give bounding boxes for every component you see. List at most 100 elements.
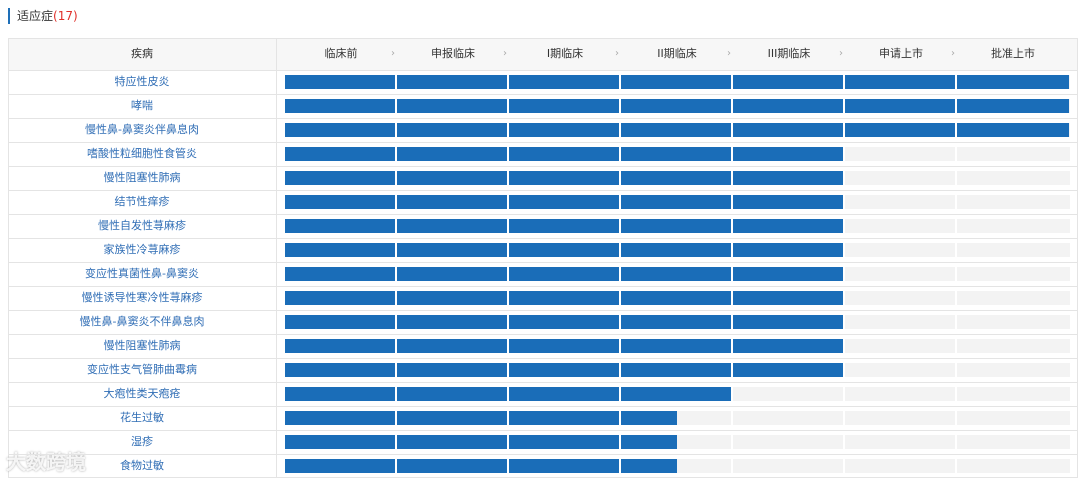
segment-gap — [731, 123, 733, 137]
disease-name: 哮喘 — [131, 99, 153, 112]
segment-gap — [395, 435, 397, 449]
stage-arrow: › — [839, 48, 843, 59]
segment-gap — [955, 99, 957, 113]
row-border — [8, 262, 1078, 263]
segment-gap — [619, 459, 621, 473]
segment-gap — [395, 75, 397, 89]
row-border — [8, 382, 1078, 383]
disease-name: 慢性阻塞性肺病 — [103, 339, 181, 352]
segment-gap — [395, 459, 397, 473]
segment-gap — [731, 339, 733, 353]
segment-gap — [507, 387, 509, 401]
segment-gap — [395, 123, 397, 137]
progress-bar — [285, 435, 677, 449]
segment-gap — [843, 435, 845, 449]
segment-gap — [507, 171, 509, 185]
row-border — [8, 310, 1078, 311]
segment-gap — [955, 75, 957, 89]
segment-gap — [955, 459, 957, 473]
segment-gap — [507, 147, 509, 161]
segment-gap — [619, 411, 621, 425]
segment-gap — [507, 315, 509, 329]
segment-gap — [395, 291, 397, 305]
segment-gap — [619, 195, 621, 209]
segment-gap — [955, 315, 957, 329]
disease-name: 慢性阻塞性肺病 — [103, 171, 181, 184]
stage-header: 申请上市 — [879, 47, 923, 60]
segment-gap — [619, 147, 621, 161]
row-border — [8, 430, 1078, 431]
disease-name: 慢性鼻-鼻窦炎伴鼻息肉 — [85, 123, 199, 136]
segment-gap — [731, 291, 733, 305]
segment-gap — [507, 195, 509, 209]
segment-gap — [955, 147, 957, 161]
segment-gap — [731, 411, 733, 425]
row-border — [8, 406, 1078, 407]
progress-bar — [285, 219, 845, 233]
segment-gap — [955, 267, 957, 281]
segment-gap — [843, 75, 845, 89]
segment-gap — [507, 459, 509, 473]
segment-gap — [843, 267, 845, 281]
progress-bar — [285, 459, 677, 473]
segment-gap — [507, 99, 509, 113]
segment-gap — [507, 339, 509, 353]
segment-gap — [619, 243, 621, 257]
segment-gap — [731, 267, 733, 281]
segment-gap — [955, 435, 957, 449]
row-border — [8, 118, 1078, 119]
segment-gap — [619, 123, 621, 137]
disease-name: 慢性鼻-鼻窦炎不伴鼻息肉 — [79, 315, 205, 328]
segment-gap — [731, 195, 733, 209]
stage-header: 批准上市 — [991, 47, 1035, 60]
row-border — [8, 70, 1078, 71]
disease-name: 特应性皮炎 — [114, 75, 170, 88]
segment-gap — [843, 123, 845, 137]
segment-gap — [395, 171, 397, 185]
stage-arrow: › — [503, 48, 507, 59]
segment-gap — [955, 219, 957, 233]
segment-gap — [619, 291, 621, 305]
segment-gap — [955, 195, 957, 209]
segment-gap — [395, 387, 397, 401]
disease-name: 变应性真菌性鼻-鼻窦炎 — [85, 267, 199, 280]
row-border — [8, 214, 1078, 215]
progress-bar — [285, 147, 845, 161]
indication-table — [8, 38, 1078, 478]
progress-bar — [285, 267, 845, 281]
row-border — [8, 358, 1078, 359]
segment-gap — [843, 147, 845, 161]
segment-gap — [619, 171, 621, 185]
segment-gap — [843, 339, 845, 353]
segment-gap — [843, 459, 845, 473]
segment-gap — [843, 171, 845, 185]
segment-gap — [955, 387, 957, 401]
segment-gap — [955, 243, 957, 257]
row-border — [8, 454, 1078, 455]
segment-gap — [843, 99, 845, 113]
row-border — [8, 166, 1078, 167]
progress-bar — [285, 291, 845, 305]
disease-name: 结节性痒疹 — [114, 195, 170, 208]
segment-gap — [395, 411, 397, 425]
row-border — [8, 334, 1078, 335]
progress-bar — [285, 243, 845, 257]
disease-name: 食物过敏 — [120, 459, 164, 472]
segment-gap — [395, 99, 397, 113]
segment-gap — [731, 387, 733, 401]
disease-name: 变应性支气管肺曲霉病 — [87, 363, 197, 376]
disease-name: 湿疹 — [131, 435, 153, 448]
progress-bar — [285, 99, 1069, 113]
progress-bar — [285, 315, 845, 329]
segment-gap — [843, 411, 845, 425]
segment-gap — [955, 291, 957, 305]
segment-gap — [619, 339, 621, 353]
stage-header: 申报临床 — [431, 47, 475, 60]
segment-gap — [843, 195, 845, 209]
title-count: (17) — [53, 9, 78, 23]
segment-gap — [955, 171, 957, 185]
stage-header: II期临床 — [657, 47, 697, 60]
segment-gap — [731, 219, 733, 233]
segment-gap — [843, 363, 845, 377]
